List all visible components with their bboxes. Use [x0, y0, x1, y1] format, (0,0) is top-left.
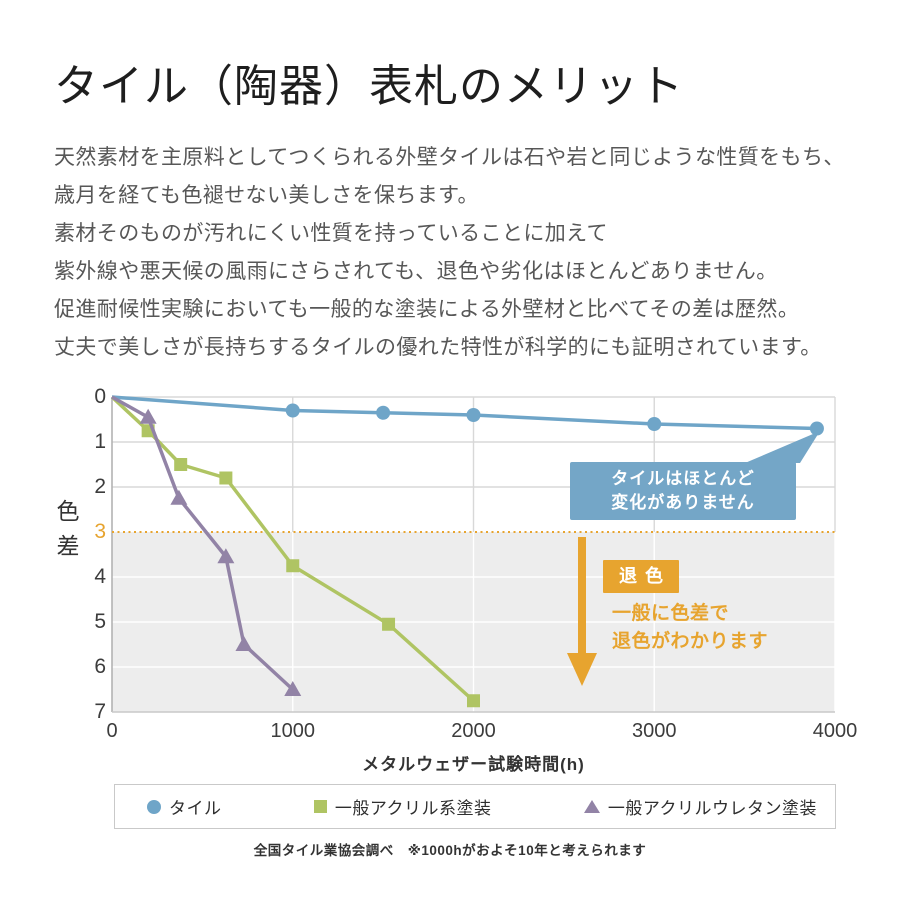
square-marker [382, 617, 396, 631]
legend-label: タイル [169, 799, 222, 818]
circle-marker-icon [147, 799, 161, 814]
callout-line: 変化がありません [611, 493, 755, 512]
circle-marker [285, 403, 300, 418]
fade-note-line: 一般に色差で [612, 603, 730, 624]
x-axis-title: メタルウェザー試験時間(h) [362, 755, 585, 774]
page-title: タイル（陶器）表札のメリット [54, 62, 684, 111]
fade-note: 一般に色差で 退色がわかります [612, 600, 768, 656]
square-marker [467, 694, 480, 708]
paragraph-line: 歳月を経ても色褪せない美しさを保ちます。 [54, 184, 479, 207]
square-marker-icon [313, 800, 327, 813]
x-tick-label: 1000 [270, 720, 316, 742]
series-line-circle [111, 395, 817, 431]
legend-item: タイル [147, 794, 222, 819]
paragraph-line: 丈夫で美しさが長持ちするタイルの優れた特性が科学的にも証明されています。 [54, 336, 822, 359]
y-tick-label: 0 [94, 385, 106, 408]
x-tick-label: 2000 [451, 720, 496, 742]
fade-note-line: 退色がわかります [612, 631, 769, 652]
triangle-marker [170, 489, 188, 505]
circle-marker [376, 405, 391, 420]
y-axis-title: 色差 [53, 499, 79, 569]
intro-paragraph: 天然素材を主原料としてつくられる外壁タイルは石や岩と同じような性質をもち、 歳月… [54, 139, 845, 367]
callout-tail [745, 431, 820, 463]
circle-marker [466, 408, 481, 422]
fade-arrow-head [567, 653, 597, 686]
tile-no-change-callout: タイルはほとんど 変化がありません [570, 462, 796, 520]
square-marker [286, 559, 300, 573]
legend-item: 一般アクリル系塗装 [313, 794, 492, 819]
y-tick-label: 7 [94, 700, 106, 723]
triangle-marker [139, 408, 157, 424]
fade-arrow-shaft [578, 537, 586, 653]
y-tick-label: 3 [94, 520, 106, 543]
legend-label: 一般アクリル系塗装 [334, 799, 492, 818]
paragraph-line: 素材そのものが汚れにくい性質を持っていることに加えて [54, 222, 608, 245]
callout-line: タイルはほとんど [611, 469, 755, 488]
y-tick-label: 6 [94, 655, 106, 678]
circle-marker [809, 421, 824, 436]
triangle-marker [217, 548, 235, 564]
square-marker [174, 458, 188, 471]
x-tick-label: 0 [106, 720, 118, 742]
legend-label: 一般アクリルウレタン塗装 [607, 799, 817, 818]
y-tick-label: 2 [94, 475, 106, 498]
fade-badge: 退色 [603, 560, 679, 593]
x-tick-label: 3000 [632, 720, 677, 742]
triangle-marker-icon [583, 800, 600, 813]
y-tick-label: 5 [94, 610, 106, 633]
legend: タイル 一般アクリル系塗装 一般アクリルウレタン塗装 [114, 784, 836, 829]
y-tick-label: 4 [94, 565, 106, 588]
circle-marker [647, 417, 662, 431]
legend-item: 一般アクリルウレタン塗装 [583, 794, 817, 819]
square-marker [219, 471, 233, 485]
paragraph-line: 紫外線や悪天候の風雨にさらされても、退色や劣化はほとんどありません。 [54, 260, 778, 283]
line-chart-plot [110, 395, 836, 713]
paragraph-line: 天然素材を主原料としてつくられる外壁タイルは石や岩と同じような性質をもち、 [54, 146, 845, 169]
y-tick-label: 1 [94, 430, 106, 453]
source-note: 全国タイル業協会調べ ※1000hがおよそ10年と考えられます [253, 843, 647, 858]
paragraph-line: 促進耐候性実験においても一般的な塗装による外壁材と比べてその差は歴然。 [54, 298, 800, 321]
x-tick-label: 4000 [812, 720, 858, 742]
series-line-triangle [111, 395, 294, 691]
triangle-marker [235, 636, 253, 651]
triangle-marker [284, 681, 302, 696]
